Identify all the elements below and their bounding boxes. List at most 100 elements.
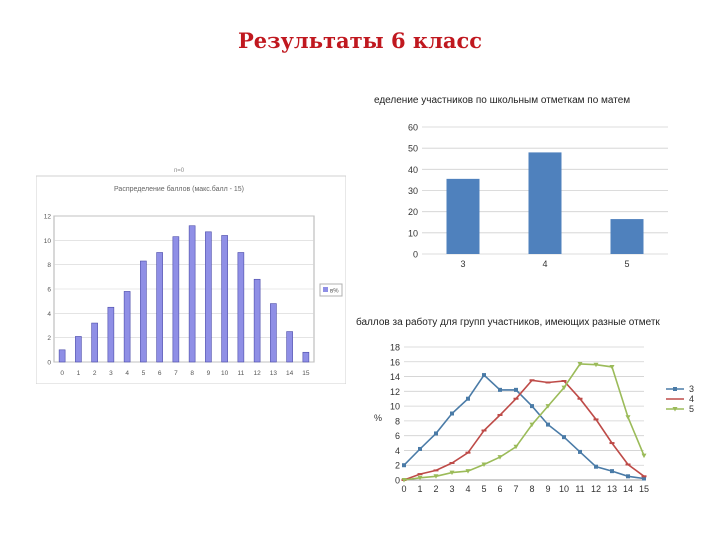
y-axis-label: % [374,413,382,423]
data-point [417,475,423,481]
legend-marker [673,387,677,391]
x-tick-label: 0 [60,370,64,377]
bar [172,236,180,363]
data-point [562,435,566,440]
y-tick-label: 6 [395,431,400,441]
data-point [625,415,631,420]
score-distribution-chart: п=0 Распределение баллов (макс.балл - 15)… [36,168,346,384]
bar [253,278,261,363]
data-point [466,396,470,401]
x-tick-label: 15 [639,484,649,494]
y-tick-label: 14 [390,372,400,382]
page-title: Результаты 6 класс [237,28,483,53]
y-tick-label: 16 [390,357,400,367]
data-point [561,385,567,391]
y-tick-label: 2 [395,461,400,471]
chart-title: баллов за работу для групп участников, и… [356,316,660,328]
bar [270,303,277,363]
bar [58,349,66,363]
x-tick-label: 3 [109,370,113,377]
x-tick-label: 6 [158,370,162,377]
legend-label: 4 [689,394,694,404]
y-tick-label: 4 [47,311,51,318]
data-point [530,404,534,409]
score-by-grade-line-chart: баллов за работу для групп участников, и… [356,316,694,494]
chart-title-top: п=0 [174,168,185,174]
bar [75,336,82,363]
bar [610,219,644,254]
data-point [450,411,454,416]
data-point [626,474,630,479]
data-point [449,470,455,476]
x-tick-label: 4 [465,484,470,494]
data-point [609,364,615,370]
x-tick-label: 11 [238,370,245,377]
y-tick-label: 6 [47,287,51,294]
y-tick-label: 18 [390,343,400,353]
y-tick-label: 50 [408,144,418,154]
y-tick-label: 12 [390,387,400,397]
data-point [433,474,439,479]
series-line [403,379,645,481]
bar [140,260,147,363]
bar [205,231,212,363]
y-tick-label: 0 [47,360,51,367]
bar [107,306,115,363]
x-tick-label: 4 [125,370,129,377]
x-tick-label: 9 [545,484,550,494]
bar [188,225,196,363]
bar [123,291,131,363]
data-point [642,476,646,481]
x-tick-label: 10 [559,484,569,494]
data-point [546,422,550,427]
x-tick-label: 5 [624,259,629,269]
bar [221,235,228,363]
bar [446,178,480,254]
data-point [578,449,582,454]
x-tick-label: 1 [417,484,422,494]
x-tick-label: 10 [221,370,229,377]
bar [528,152,562,254]
bar [237,252,245,363]
x-tick-label: 5 [142,370,146,377]
data-point [434,431,438,436]
data-point [610,469,614,474]
x-tick-label: 8 [190,370,194,377]
legend-swatch [323,287,328,292]
x-tick-label: 2 [433,484,438,494]
x-tick-label: 13 [270,370,278,377]
y-tick-label: 12 [44,214,52,221]
x-tick-label: 9 [207,370,211,377]
chart-title: еделение участников по школьным отметкам… [374,95,630,106]
data-point [481,462,487,467]
data-point [482,373,486,378]
x-tick-label: 7 [513,484,518,494]
y-tick-label: 10 [390,402,400,412]
y-tick-label: 0 [413,250,418,260]
y-tick-label: 8 [395,416,400,426]
x-tick-label: 3 [460,259,465,269]
x-tick-label: 1 [77,370,81,377]
bar [286,331,293,363]
data-point [497,455,503,460]
data-point [418,446,422,451]
data-point [545,404,551,409]
x-tick-label: 14 [286,370,294,377]
data-point [401,478,407,483]
x-tick-label: 8 [529,484,534,494]
x-tick-label: 7 [174,370,178,377]
y-tick-label: 30 [408,186,418,196]
x-tick-label: 15 [302,370,310,377]
legend-label: 5 [689,404,694,414]
data-point [513,444,519,450]
series-line [403,363,645,481]
x-tick-label: 12 [254,370,262,377]
series-line [403,373,645,480]
y-tick-label: 0 [395,476,400,486]
y-tick-label: 10 [408,228,418,238]
y-tick-label: 8 [47,262,51,269]
data-point [514,387,518,392]
data-point [577,361,583,367]
data-point [402,463,406,468]
chart-title: Распределение баллов (макс.балл - 15) [114,185,244,193]
